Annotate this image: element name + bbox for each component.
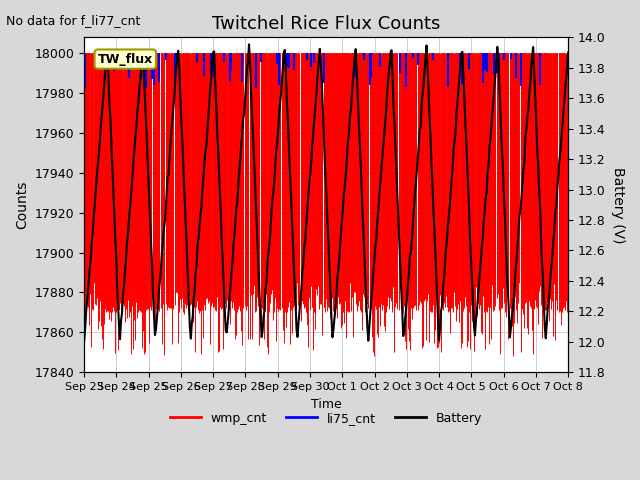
Legend: wmp_cnt, li75_cnt, Battery: wmp_cnt, li75_cnt, Battery: [164, 407, 488, 430]
X-axis label: Time: Time: [311, 397, 342, 410]
Y-axis label: Battery (V): Battery (V): [611, 167, 625, 243]
Text: No data for f_li77_cnt: No data for f_li77_cnt: [6, 14, 141, 27]
Y-axis label: Counts: Counts: [15, 180, 29, 229]
Title: Twitchel Rice Flux Counts: Twitchel Rice Flux Counts: [212, 15, 440, 33]
Text: TW_flux: TW_flux: [98, 53, 153, 66]
